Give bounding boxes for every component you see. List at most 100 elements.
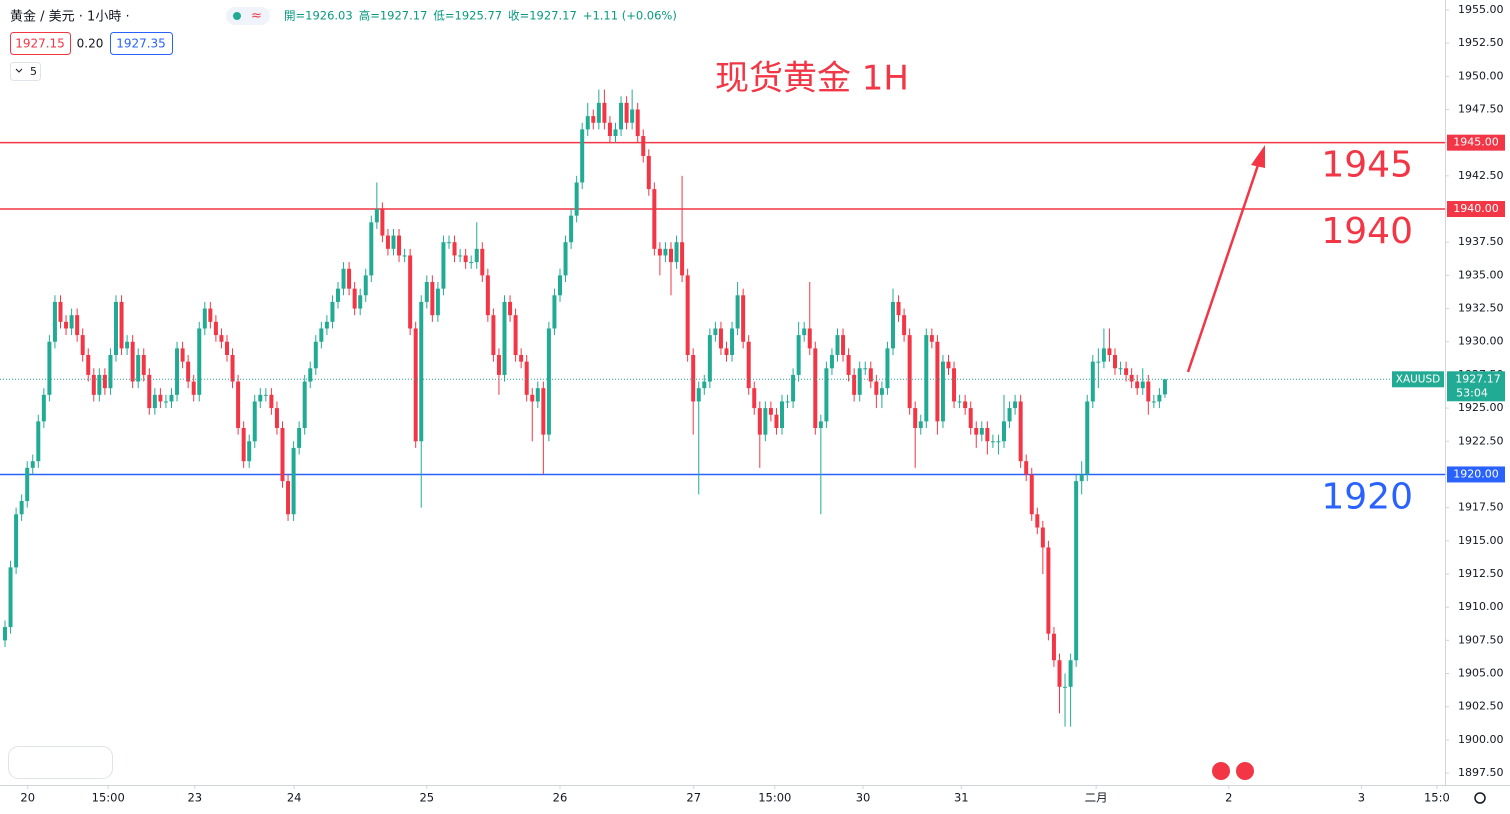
candle-body <box>125 341 130 349</box>
sell-button[interactable] <box>10 32 71 55</box>
candle-body <box>291 447 296 515</box>
candle-body <box>113 301 118 356</box>
status-pill[interactable] <box>226 7 270 25</box>
candle-body <box>313 341 318 369</box>
candle-body <box>86 355 91 375</box>
candle-body <box>136 355 141 382</box>
candle-body <box>119 301 124 349</box>
candle-body <box>940 361 945 422</box>
candle-body <box>546 328 551 435</box>
candle-body <box>91 374 96 395</box>
candle-body <box>619 102 624 130</box>
candle-body <box>224 341 229 356</box>
candle-body <box>824 368 829 422</box>
candle-body <box>552 295 557 329</box>
candle-body <box>419 301 424 442</box>
candle-body <box>1040 527 1045 548</box>
settings-icon[interactable] <box>1474 792 1486 804</box>
candle-body <box>97 374 102 395</box>
candle-body <box>613 129 618 137</box>
candle-body <box>1135 381 1140 389</box>
buy-button[interactable] <box>110 32 173 55</box>
candle-body <box>668 248 673 263</box>
candle-body <box>974 428 979 435</box>
candle-body <box>713 328 718 336</box>
candle-body <box>8 567 13 628</box>
level-tag-label: 1920.00 <box>1453 467 1499 480</box>
x-tick-label: 27 <box>686 791 701 805</box>
candle-body <box>624 102 629 123</box>
candle-body <box>163 401 168 403</box>
candle-body <box>480 248 485 276</box>
event-flag[interactable] <box>1234 760 1256 782</box>
candle-body <box>458 255 463 257</box>
candle-body <box>779 401 784 429</box>
candle-body <box>213 321 218 336</box>
candle-body <box>968 408 973 429</box>
candle-body <box>485 275 490 316</box>
status-dot <box>233 12 241 20</box>
candle-body <box>1068 660 1073 687</box>
candle-body <box>674 242 679 263</box>
level-tag-label: 1940.00 <box>1453 202 1499 215</box>
candle-body <box>75 315 80 336</box>
toolbar[interactable] <box>8 746 113 779</box>
candle-body <box>530 394 535 402</box>
candle-body <box>791 374 796 402</box>
candle-body <box>263 394 268 396</box>
candle-body <box>175 348 180 395</box>
candle-body <box>852 374 857 395</box>
indicator-toggle[interactable] <box>10 62 41 81</box>
y-tick-label: 1947.50 <box>1458 102 1504 115</box>
candle-body <box>757 408 762 435</box>
event-flag[interactable] <box>1210 760 1232 782</box>
x-tick-label: 二月 <box>1085 791 1108 805</box>
candle-body <box>935 341 940 422</box>
y-tick-label: 1922.50 <box>1458 434 1504 447</box>
candle-body <box>352 288 357 309</box>
candle-body <box>607 122 612 137</box>
candle-body <box>424 282 429 302</box>
candle-body <box>341 268 346 289</box>
candle-body <box>763 408 768 435</box>
candle-body <box>280 428 285 482</box>
x-tick-label: 24 <box>287 791 302 805</box>
candle-body <box>302 381 307 429</box>
candle-body <box>641 136 646 156</box>
candle-body <box>718 328 723 349</box>
symbol: 黄金 / 美元 · 1小時 · <box>10 9 130 25</box>
candle-body <box>274 408 279 429</box>
candle-body <box>1024 461 1029 475</box>
x-tick-label: 20 <box>20 791 35 805</box>
candle-body <box>1074 481 1079 661</box>
candle-body <box>979 428 984 435</box>
candle-body <box>191 381 196 395</box>
x-tick-label: 23 <box>187 791 202 805</box>
level-tag <box>1447 134 1505 151</box>
candle-body <box>258 394 263 402</box>
candle-body <box>702 381 707 389</box>
chart-title: 现货黄金 1H <box>715 59 909 99</box>
candle-body <box>785 401 790 403</box>
candle-body <box>236 381 241 429</box>
y-tick-label: 1932.50 <box>1458 302 1504 315</box>
candle-body <box>1118 368 1123 370</box>
candle-body <box>463 255 468 263</box>
candle-body <box>319 328 324 342</box>
candle-body <box>1085 401 1090 475</box>
candle-body <box>630 109 635 123</box>
level-text: 1945 <box>1321 145 1413 186</box>
candle-body <box>813 348 818 429</box>
candle-body <box>130 341 135 382</box>
candle-body <box>724 348 729 356</box>
candle-body <box>952 368 957 402</box>
candle-body <box>413 328 418 442</box>
candle-body <box>402 255 407 257</box>
candle-body <box>1162 379 1167 395</box>
candle-body <box>846 355 851 375</box>
candle-body <box>230 355 235 382</box>
candle-body <box>535 388 540 402</box>
candle-body <box>1013 401 1018 409</box>
candle-body <box>591 116 596 123</box>
